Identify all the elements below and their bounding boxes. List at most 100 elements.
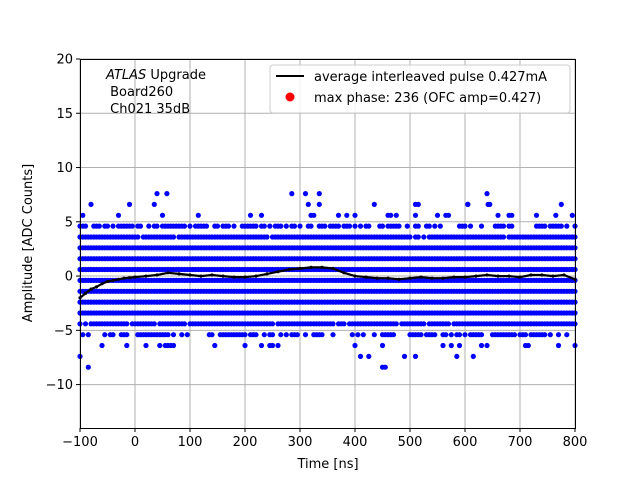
sample-point	[437, 223, 443, 229]
sample-point	[445, 321, 452, 327]
sample-point	[214, 223, 221, 229]
sample-point	[445, 212, 452, 218]
sample-point	[355, 332, 361, 338]
legend: average interleaved pulse 0.427mA max ph…	[269, 64, 571, 114]
average-pulse-point	[353, 274, 357, 278]
sample-point	[278, 223, 284, 229]
annotation-board: Board260	[106, 85, 173, 100]
sample-point	[283, 223, 289, 229]
sample-point	[357, 223, 364, 229]
sample-point	[393, 321, 399, 327]
average-pulse-point	[430, 276, 434, 280]
sample-point	[462, 223, 468, 229]
sample-point	[522, 332, 529, 338]
sample-point	[184, 332, 190, 338]
average-pulse-point	[320, 265, 324, 269]
sample-point	[137, 223, 144, 229]
average-pulse-point	[83, 291, 88, 295]
average-pulse-point	[221, 274, 225, 278]
sample-point	[291, 223, 298, 229]
sample-point	[415, 234, 421, 240]
sample-point	[379, 223, 386, 229]
sample-point	[456, 342, 463, 349]
sample-point	[302, 332, 309, 338]
sample-point	[124, 321, 130, 327]
average-pulse-point	[463, 275, 467, 279]
average-pulse-point	[386, 276, 390, 280]
sample-point	[126, 201, 133, 207]
legend-box	[269, 64, 571, 114]
sample-point	[294, 332, 300, 338]
sample-point	[352, 342, 358, 349]
sample-point	[269, 332, 276, 338]
average-pulse-point	[111, 278, 115, 282]
sample-point	[484, 191, 490, 197]
x-tick-label: 400	[343, 435, 368, 450]
sample-point	[564, 332, 570, 338]
average-pulse-point	[166, 271, 170, 275]
x-tick-label: 100	[178, 435, 203, 450]
average-pulse-point	[199, 274, 203, 278]
sample-point	[407, 234, 413, 240]
sample-point	[302, 191, 309, 197]
sample-point	[154, 191, 160, 197]
sample-point	[110, 223, 116, 229]
sample-point	[170, 342, 177, 349]
sample-point	[509, 223, 515, 229]
x-axis-ticks: −100 0 100 200 300 400 500 600 700 800	[62, 428, 587, 450]
sample-point	[80, 332, 86, 338]
y-tick-label: 5	[65, 215, 73, 230]
plot-frame	[80, 59, 576, 429]
sample-point	[467, 223, 474, 229]
average-pulse-point	[419, 275, 423, 279]
sample-point	[269, 342, 276, 349]
average-pulse-point	[408, 276, 412, 280]
sample-point	[129, 223, 135, 229]
sample-point	[366, 353, 372, 359]
average-pulse-point	[254, 274, 258, 278]
legend-max-phase-label: max phase: 236 (OFC amp=0.427)	[314, 91, 541, 106]
average-pulse-point	[287, 267, 291, 272]
sample-point	[415, 223, 421, 229]
sample-point	[533, 212, 540, 218]
sample-point	[404, 223, 410, 229]
sample-point	[448, 332, 454, 338]
sample-point	[412, 212, 419, 218]
sample-point	[555, 342, 562, 349]
x-tick-label: 600	[453, 435, 478, 450]
annotation-channel: Ch021 35dB	[106, 102, 190, 117]
sample-point	[382, 364, 388, 370]
sample-point	[432, 332, 438, 338]
average-pulse-point	[116, 277, 121, 281]
sample-point	[371, 201, 377, 207]
sample-point	[500, 234, 507, 240]
sample-point	[335, 223, 342, 229]
sample-point	[242, 342, 248, 349]
sample-point	[146, 223, 152, 229]
sample-point	[305, 201, 311, 207]
sample-point	[261, 332, 267, 338]
sample-point	[564, 223, 570, 229]
sample-point	[360, 332, 366, 338]
y-axis-title: Amplitude [ADC Counts]	[21, 164, 36, 322]
sample-point	[393, 212, 399, 218]
sample-point	[366, 223, 372, 229]
sample-point	[308, 223, 314, 229]
sample-point	[478, 332, 485, 338]
sample-point	[115, 212, 122, 218]
annotation-atlas: ATLAS	[105, 68, 146, 83]
sample-point	[555, 332, 562, 338]
average-pulse-point	[155, 273, 159, 277]
sample-point	[269, 321, 276, 327]
sample-point	[379, 342, 386, 349]
sample-point	[470, 353, 476, 359]
y-tick-label: 15	[56, 107, 73, 122]
average-pulse-point	[298, 266, 302, 271]
x-tick-label: 0	[131, 435, 139, 450]
sample-point	[454, 353, 460, 359]
sample-point	[542, 223, 548, 229]
sample-point	[297, 223, 303, 229]
sample-point	[195, 212, 201, 218]
sample-point	[352, 212, 358, 218]
